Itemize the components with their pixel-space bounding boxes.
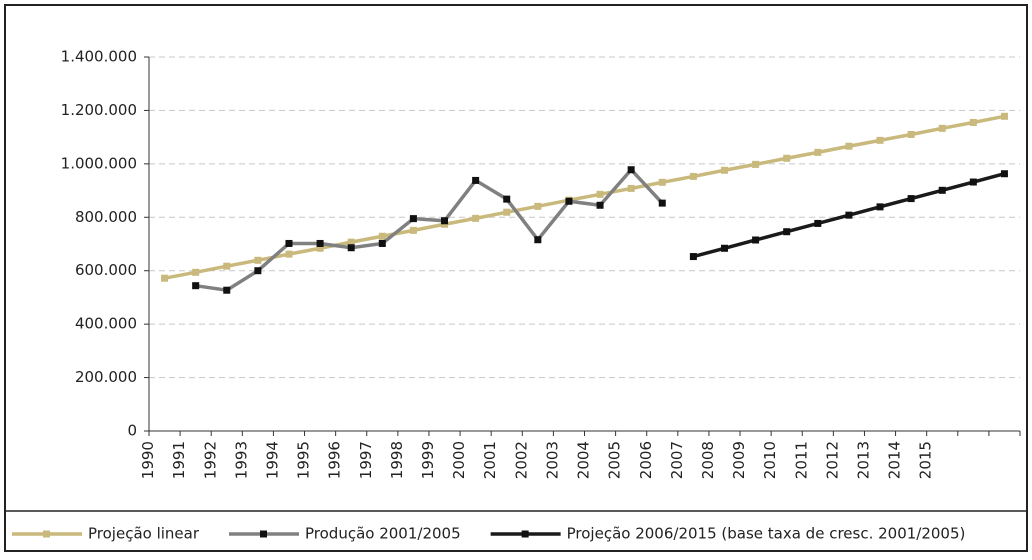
point-marker — [596, 190, 604, 198]
point-marker — [938, 124, 946, 132]
point-marker — [472, 176, 480, 184]
legend-label: Projeção 2006/2015 (base taxa de cresc. … — [567, 525, 966, 543]
x-tick-label: 2011 — [792, 441, 810, 479]
legend-label: Projeção linear — [88, 525, 200, 543]
point-marker — [472, 214, 480, 222]
point-marker — [161, 274, 169, 282]
point-marker — [969, 118, 977, 126]
point-marker — [347, 244, 355, 252]
point-marker — [627, 166, 635, 174]
y-tick-label: 200.000 — [75, 368, 137, 386]
point-marker — [565, 197, 573, 205]
x-tick-label: 1995 — [295, 441, 313, 479]
x-tick-label: 1997 — [357, 441, 375, 479]
x-tick-label: 2008 — [699, 441, 717, 479]
point-marker — [907, 130, 915, 138]
legend-label: Produção 2001/2005 — [305, 525, 461, 543]
point-marker — [752, 160, 760, 168]
y-tick-label: 400.000 — [75, 315, 137, 333]
point-marker — [1000, 170, 1008, 178]
point-marker — [1000, 112, 1008, 120]
y-tick-label: 0 — [127, 422, 137, 440]
point-marker — [689, 253, 697, 261]
point-marker — [409, 226, 417, 234]
point-marker — [876, 203, 884, 211]
x-tick-label: 2007 — [668, 441, 686, 479]
point-marker — [752, 236, 760, 244]
point-marker — [720, 244, 728, 252]
point-marker — [316, 239, 324, 247]
point-marker — [223, 262, 231, 270]
point-marker — [316, 244, 324, 252]
x-tick-label: 1991 — [170, 441, 188, 479]
point-marker — [254, 256, 262, 264]
point-marker — [347, 238, 355, 246]
x-tick-label: 2006 — [637, 441, 655, 479]
x-tick-label: 2015 — [917, 441, 935, 479]
x-tick-label: 1994 — [263, 441, 281, 479]
point-marker — [938, 186, 946, 194]
point-marker — [658, 199, 666, 207]
point-marker — [689, 172, 697, 180]
x-tick-label: 2009 — [730, 441, 748, 479]
point-marker — [441, 217, 449, 225]
point-marker — [503, 208, 511, 216]
point-marker — [845, 142, 853, 150]
point-marker — [627, 184, 635, 192]
point-marker — [534, 202, 542, 210]
point-marker — [254, 267, 262, 275]
x-tick-label: 2001 — [481, 441, 499, 479]
point-marker — [814, 148, 822, 156]
x-tick-label: 2003 — [543, 441, 561, 479]
point-marker — [720, 166, 728, 174]
x-tick-label: 2010 — [761, 441, 779, 479]
point-marker — [285, 250, 293, 258]
legend-marker — [521, 530, 529, 538]
frame — [4, 4, 1028, 552]
point-marker — [876, 136, 884, 144]
y-tick-label: 800.000 — [75, 208, 137, 226]
point-marker — [378, 239, 386, 247]
point-marker — [658, 178, 666, 186]
point-marker — [192, 268, 200, 276]
point-marker — [845, 211, 853, 219]
y-tick-label: 1.000.000 — [61, 154, 137, 172]
y-tick-label: 1.400.000 — [61, 48, 137, 66]
point-marker — [409, 215, 417, 223]
x-tick-label: 1999 — [419, 441, 437, 479]
x-tick-label: 2000 — [450, 441, 468, 479]
x-tick-label: 1998 — [388, 441, 406, 479]
y-tick-label: 1.200.000 — [61, 101, 137, 119]
point-marker — [378, 232, 386, 240]
point-marker — [534, 236, 542, 244]
point-marker — [503, 195, 511, 203]
x-tick-label: 1993 — [232, 441, 250, 479]
legend-marker — [260, 530, 268, 538]
x-tick-label: 2013 — [855, 441, 873, 479]
x-tick-label: 1990 — [139, 441, 157, 479]
point-marker — [285, 239, 293, 247]
x-tick-label: 2014 — [886, 441, 904, 479]
x-tick-label: 2012 — [823, 441, 841, 479]
point-marker — [223, 286, 231, 294]
point-marker — [907, 195, 915, 203]
x-tick-label: 1992 — [201, 441, 219, 479]
series-line — [195, 167, 664, 293]
point-marker — [192, 282, 200, 290]
point-marker — [783, 228, 791, 236]
x-tick-label: 2005 — [606, 441, 624, 479]
series-line — [164, 114, 1005, 280]
point-marker — [969, 178, 977, 186]
x-tick-label: 1996 — [326, 441, 344, 479]
point-marker — [783, 154, 791, 162]
point-marker — [814, 219, 822, 227]
legend-marker — [43, 530, 50, 538]
point-marker — [596, 201, 604, 209]
x-tick-label: 2004 — [575, 441, 593, 479]
y-tick-label: 600.000 — [75, 261, 137, 279]
x-tick-label: 2002 — [512, 441, 530, 479]
